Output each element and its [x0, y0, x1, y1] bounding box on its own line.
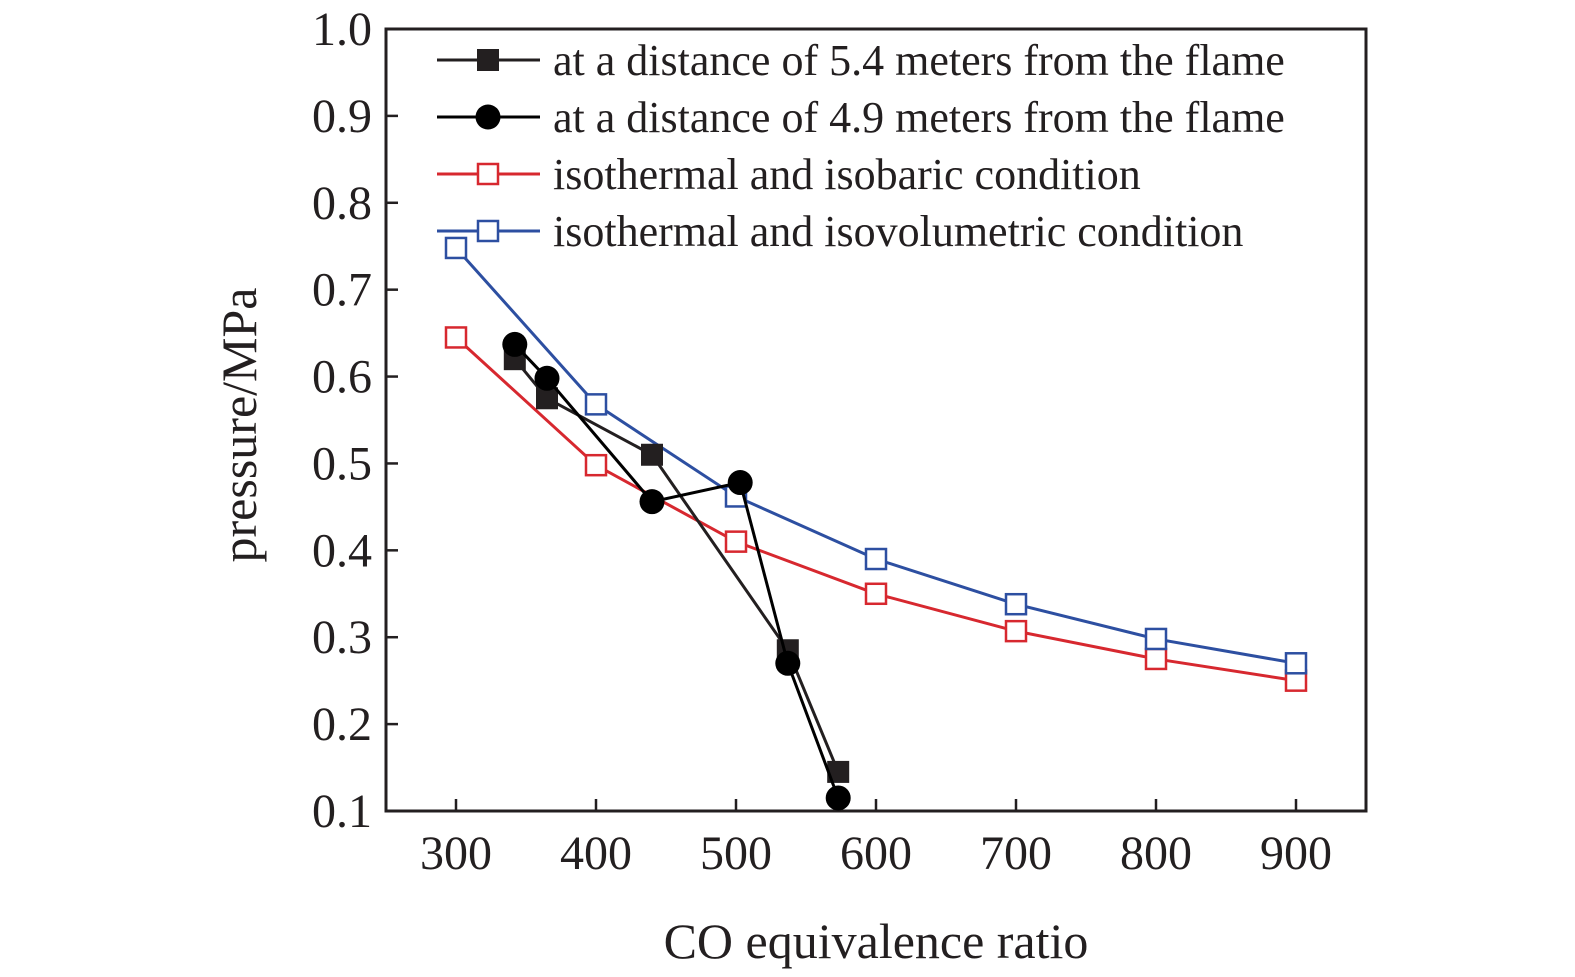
- legend-marker: [477, 49, 499, 71]
- series-4: [444, 236, 1308, 675]
- data-point: [775, 650, 801, 676]
- y-tick-label: 0.5: [312, 437, 372, 490]
- axis-ticks: 300 400 500 600 700 800 900 0.1 0.2 0.3 0.4 0.5 0.6 0…: [312, 3, 1332, 880]
- y-tick-label: 0.4: [312, 524, 372, 577]
- data-point: [825, 785, 851, 811]
- legend-label: at a distance of 5.4 meters from the fla…: [553, 36, 1285, 85]
- y-axis-title: pressure/MPa: [211, 288, 267, 563]
- legend-label: isothermal and isovolumetric condition: [553, 207, 1243, 256]
- data-point: [827, 760, 850, 783]
- legend-entry: isothermal and isobaric condition: [437, 150, 1141, 199]
- data-point: [1004, 619, 1028, 643]
- data-point: [1144, 627, 1168, 651]
- y-tick-label: 0.7: [312, 264, 372, 317]
- plot-frame: [384, 27, 1368, 813]
- legend: at a distance of 5.4 meters from the fla…: [437, 36, 1285, 256]
- data-point: [1144, 647, 1168, 671]
- data-point: [1004, 592, 1028, 616]
- data-point: [864, 582, 888, 606]
- legend-marker: [476, 162, 500, 186]
- legend-marker: [475, 104, 501, 130]
- y-tick-label: 1.0: [312, 3, 372, 56]
- data-point: [864, 547, 888, 571]
- data-point: [502, 331, 528, 357]
- data-point: [727, 470, 753, 496]
- series-line: [513, 343, 840, 799]
- data-point: [641, 443, 663, 466]
- data-point: [639, 489, 665, 515]
- data-point: [1284, 652, 1308, 675]
- data-point: [444, 326, 468, 349]
- y-tick-label: 0.6: [312, 351, 372, 404]
- x-tick-label: 300: [420, 827, 492, 880]
- y-tick-label: 0.2: [312, 698, 372, 751]
- series-2: [502, 331, 851, 811]
- x-tick-label: 800: [1120, 827, 1192, 880]
- y-tick-label: 0.1: [312, 785, 372, 838]
- x-tick-label: 600: [840, 827, 912, 880]
- x-tick-label: 700: [980, 827, 1052, 880]
- x-axis-title: CO equivalence ratio: [664, 913, 1089, 969]
- y-tick-label: 0.8: [312, 177, 372, 230]
- data-point: [444, 236, 468, 260]
- legend-label: isothermal and isobaric condition: [553, 150, 1141, 199]
- x-tick-label: 500: [700, 827, 772, 880]
- series-3: [444, 326, 1308, 692]
- data-point: [536, 387, 558, 410]
- series-layer: [444, 236, 1308, 811]
- legend-marker: [476, 219, 500, 243]
- series-line: [513, 358, 840, 773]
- y-tick-label: 0.3: [312, 611, 372, 664]
- legend-entry: at a distance of 5.4 meters from the fla…: [437, 36, 1285, 85]
- x-tick-label: 900: [1260, 827, 1332, 880]
- y-tick-label: 0.9: [312, 90, 372, 143]
- data-point: [534, 365, 560, 391]
- legend-entry: at a distance of 4.9 meters from the fla…: [437, 93, 1285, 142]
- data-point: [724, 530, 748, 553]
- data-point: [584, 393, 608, 416]
- legend-label: at a distance of 4.9 meters from the fla…: [553, 93, 1285, 142]
- x-tick-label: 400: [560, 827, 632, 880]
- data-point: [584, 453, 608, 477]
- legend-entry: isothermal and isovolumetric condition: [437, 207, 1243, 256]
